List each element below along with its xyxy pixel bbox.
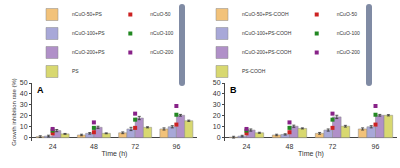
svg-text:nCuO-200+PS: nCuO-200+PS bbox=[72, 49, 105, 55]
svg-text:nCuO-50: nCuO-50 bbox=[337, 11, 358, 17]
svg-text:10: 10 bbox=[20, 123, 28, 130]
svg-text:10: 10 bbox=[213, 123, 221, 130]
svg-text:24: 24 bbox=[243, 143, 251, 150]
svg-text:nCuO-200: nCuO-200 bbox=[337, 49, 360, 55]
svg-text:40: 40 bbox=[213, 90, 221, 97]
svg-text:Growth inhibition rate (%): Growth inhibition rate (%) bbox=[11, 78, 17, 146]
svg-text:A: A bbox=[37, 85, 44, 95]
svg-text:72: 72 bbox=[131, 143, 139, 150]
svg-text:nCuO-200+PS-COOH: nCuO-200+PS-COOH bbox=[242, 49, 292, 55]
svg-text:30: 30 bbox=[20, 101, 28, 108]
svg-text:PS: PS bbox=[72, 68, 79, 74]
svg-text:48: 48 bbox=[90, 143, 98, 150]
svg-text:72: 72 bbox=[329, 143, 337, 150]
svg-text:30: 30 bbox=[213, 101, 221, 108]
svg-text:PS-COOH: PS-COOH bbox=[242, 68, 266, 74]
svg-text:B: B bbox=[230, 85, 237, 95]
svg-text:0: 0 bbox=[24, 134, 28, 141]
svg-text:nCuO-100+PS-COOH: nCuO-100+PS-COOH bbox=[242, 30, 292, 36]
svg-text:48: 48 bbox=[286, 143, 294, 150]
svg-text:nCuO-100+PS: nCuO-100+PS bbox=[72, 30, 105, 36]
svg-text:nCuO-50+PS-COOH: nCuO-50+PS-COOH bbox=[242, 11, 289, 17]
svg-text:nCuO-50+PS: nCuO-50+PS bbox=[72, 11, 103, 17]
svg-text:50: 50 bbox=[213, 79, 221, 86]
svg-text:nCuO-100: nCuO-100 bbox=[150, 30, 173, 36]
svg-text:96: 96 bbox=[372, 143, 380, 150]
svg-text:nCuO-50: nCuO-50 bbox=[150, 11, 171, 17]
svg-text:nCuO-200: nCuO-200 bbox=[150, 49, 173, 55]
svg-text:24: 24 bbox=[49, 143, 57, 150]
svg-text:0: 0 bbox=[217, 134, 221, 141]
svg-text:Time (h): Time (h) bbox=[102, 150, 128, 158]
svg-text:nCuO-100: nCuO-100 bbox=[337, 30, 360, 36]
svg-text:Time (h): Time (h) bbox=[298, 150, 324, 158]
svg-text:20: 20 bbox=[213, 112, 221, 119]
svg-text:20: 20 bbox=[20, 112, 28, 119]
svg-text:50: 50 bbox=[20, 79, 28, 86]
svg-text:40: 40 bbox=[20, 90, 28, 97]
svg-text:96: 96 bbox=[172, 143, 180, 150]
